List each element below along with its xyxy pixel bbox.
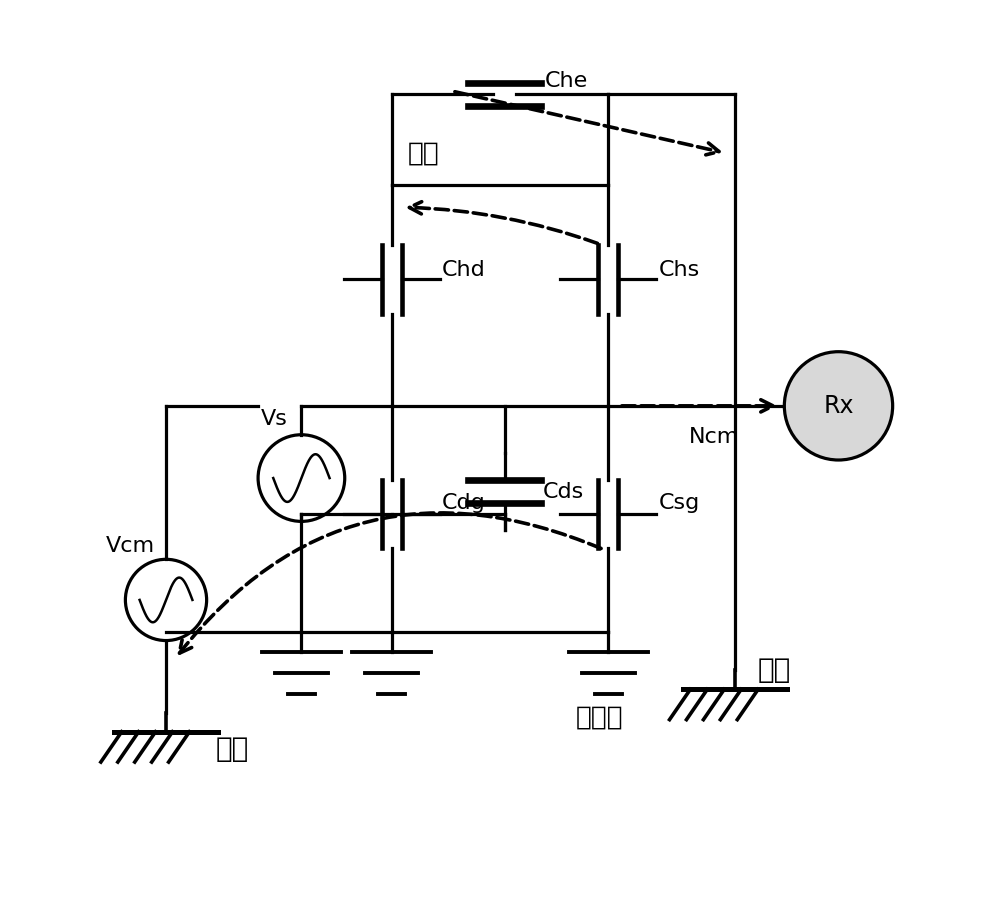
Circle shape — [784, 352, 893, 460]
Text: Che: Che — [545, 71, 588, 91]
Text: 大地: 大地 — [216, 735, 249, 763]
Text: Csg: Csg — [659, 494, 700, 513]
Text: Chd: Chd — [442, 261, 486, 281]
Text: 大地: 大地 — [757, 656, 791, 684]
Text: Ncm: Ncm — [689, 427, 740, 447]
Text: 参考地: 参考地 — [575, 704, 623, 731]
Text: 人体: 人体 — [408, 140, 440, 166]
Text: Cdg: Cdg — [442, 494, 486, 513]
Text: Cds: Cds — [542, 482, 584, 502]
Text: Rx: Rx — [823, 394, 854, 418]
Text: Vs: Vs — [261, 409, 288, 429]
Text: Vcm: Vcm — [106, 536, 155, 556]
Text: Chs: Chs — [659, 261, 700, 281]
